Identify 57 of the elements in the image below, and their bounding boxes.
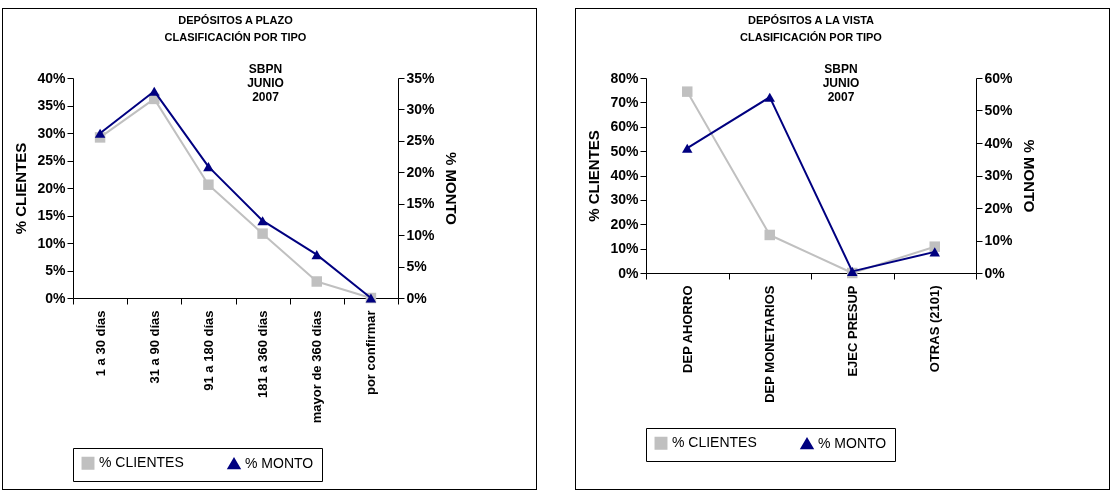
x-tick-label: 181 a 360 días	[255, 310, 271, 398]
x-tick-label: DEP MONETARIOS	[762, 285, 778, 403]
y2-tick-label: 20%	[406, 163, 436, 180]
y2-tick-label: 0%	[406, 289, 428, 306]
y2-tick-label: 0%	[984, 264, 1006, 281]
x-tick-label: mayor de 360 días	[309, 310, 325, 424]
x-tick-label: DEP AHORRO	[679, 285, 695, 373]
y-tick-label: 10%	[37, 234, 67, 251]
x-tick-label: 31 a 90 días	[146, 310, 162, 384]
chart-subtitle: CLASIFICACIÓN POR TIPO	[740, 31, 883, 43]
y2-tick-label: 25%	[406, 132, 436, 149]
y-tick-label: 30%	[610, 191, 640, 208]
y-tick-label: 25%	[37, 152, 67, 168]
y-tick-label: 80%	[610, 69, 640, 86]
x-tick-label: EJEC PRESUP	[844, 285, 860, 377]
y-tick-label: 60%	[610, 118, 640, 135]
y-tick-label: 70%	[610, 93, 640, 110]
y2-tick-label: 5%	[406, 258, 428, 275]
x-tick-label: por confirmar	[363, 310, 379, 396]
y2-tick-label: 15%	[406, 195, 436, 212]
y-tick-label: 35%	[37, 97, 67, 113]
legend-label: % CLIENTES	[99, 454, 184, 471]
y2-tick-label: 30%	[984, 167, 1014, 183]
legend-label: % MONTO	[818, 434, 887, 451]
y-axis-title: % CLIENTES	[585, 130, 603, 222]
annotation: SBPN JUNIO 2007	[247, 62, 284, 104]
y2-tick-label: 30%	[406, 100, 436, 117]
y-tick-label: 10%	[610, 240, 640, 257]
y2-tick-label: 10%	[984, 232, 1014, 248]
chart-title: DEPÓSITOS A PLAZO	[178, 14, 294, 26]
chart-title: DEPÓSITOS A LA VISTA	[747, 14, 875, 26]
y-tick-label: 0%	[618, 264, 640, 281]
y2-axis-title: % MONTO	[1020, 139, 1038, 213]
y-axis-title: % CLIENTES	[12, 142, 30, 235]
legend-label: % CLIENTES	[672, 434, 757, 451]
y-tick-label: 20%	[37, 179, 67, 196]
y2-tick-label: 50%	[984, 102, 1014, 118]
legend-label: % MONTO	[245, 454, 314, 471]
y-tick-label: 5%	[45, 262, 67, 278]
y2-tick-label: 40%	[984, 134, 1014, 151]
y2-tick-label: 35%	[406, 69, 436, 86]
x-tick-label: 1 a 30 días	[92, 310, 108, 377]
y-tick-label: 20%	[610, 215, 640, 232]
chart-subtitle: CLASIFICACIÓN POR TIPO	[164, 31, 307, 43]
y2-tick-label: 20%	[984, 199, 1014, 216]
y-tick-label: 40%	[610, 167, 640, 183]
y2-axis-title: % MONTO	[442, 151, 460, 226]
y2-tick-label: 60%	[984, 69, 1014, 86]
y-tick-label: 40%	[37, 69, 67, 86]
y-tick-label: 0%	[45, 289, 67, 306]
y-tick-label: 50%	[610, 142, 640, 159]
y-tick-label: 30%	[37, 124, 67, 141]
y-tick-label: 15%	[37, 207, 67, 223]
annotation: SBPN JUNIO 2007	[822, 62, 860, 104]
x-tick-label: 91 a 180 días	[200, 310, 216, 391]
x-tick-label: OTRAS (2101)	[927, 285, 943, 373]
y2-tick-label: 10%	[406, 226, 436, 243]
